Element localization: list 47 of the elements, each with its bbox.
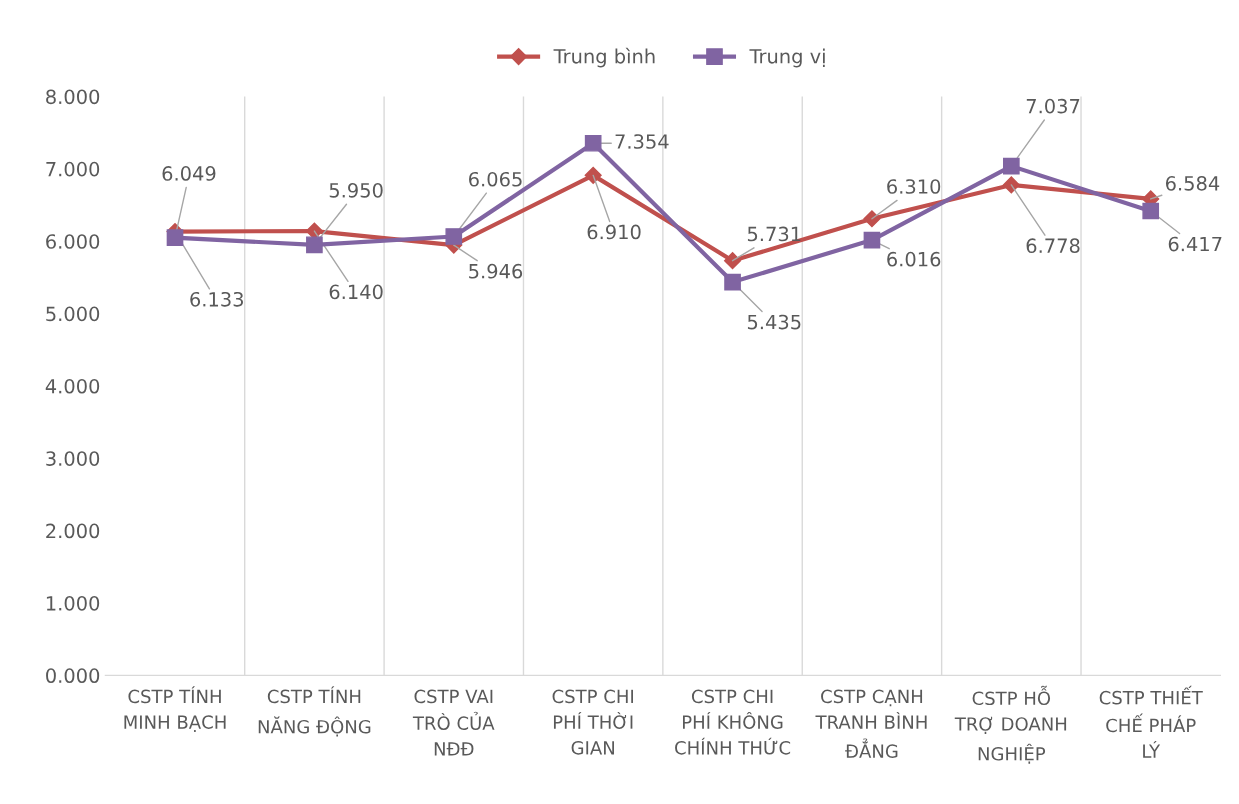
- y-tick-label: 4.000: [45, 378, 100, 394]
- data-label: 6.417: [1168, 236, 1222, 252]
- x-tick-label: CSTP TÍNH MINH BẠCH: [124, 686, 226, 732]
- y-tick-label: 0.000: [46, 668, 100, 684]
- point: [1002, 157, 1020, 175]
- data-label: 6.910: [587, 224, 641, 240]
- x-tick-label: CSTP TÍNH NĂNG ĐỘNG: [258, 686, 371, 737]
- y-tick-label: 7.000: [46, 161, 100, 177]
- data-label: 6.778: [1026, 238, 1080, 254]
- x-tick-label: CSTP THIẾT CHẾ PHÁP LÝ: [1099, 685, 1203, 758]
- point: [1002, 176, 1020, 194]
- data-label: 5.946: [469, 263, 523, 279]
- data-label: 6.065: [469, 171, 522, 187]
- data-label: 6.049: [162, 166, 216, 181]
- point: [1142, 202, 1160, 220]
- point: [863, 231, 881, 249]
- legend-label: Trung vị: [749, 48, 825, 68]
- point: [863, 210, 881, 228]
- y-tick-label: 2.000: [46, 523, 100, 539]
- x-tick-label: CSTP CHI PHÍ THỜI GIAN: [552, 689, 634, 755]
- x-tick-label: CSTP CHI PHÍ KHÔNG CHÍNH THỨC: [675, 689, 791, 755]
- data-label: 6.140: [329, 284, 383, 300]
- point: [306, 236, 323, 254]
- data-label: 7.037: [1026, 98, 1080, 114]
- data-label: 7.354: [615, 134, 669, 149]
- data-label: 6.584: [1165, 175, 1220, 191]
- y-tick-label: 1.000: [46, 595, 100, 611]
- data-label: 6.310: [887, 179, 941, 194]
- point: [166, 229, 184, 246]
- y-tick-label: 6.000: [46, 234, 100, 249]
- y-tick-label: 3.000: [46, 451, 100, 466]
- y-tick-label: 8.000: [46, 89, 100, 105]
- data-label: 6.016: [887, 251, 941, 267]
- x-tick-label: CSTP VAI TRÒ CỦA NĐĐ: [412, 689, 495, 756]
- x-tick-label: CSTP CẠNH TRANH BÌNH ĐẲNG: [815, 689, 927, 758]
- point: [584, 166, 602, 184]
- point: [724, 273, 741, 291]
- point: [584, 134, 602, 152]
- point: [724, 252, 742, 270]
- point: [445, 228, 463, 245]
- legend-label: Trung bình: [553, 47, 655, 68]
- data-label: 6.133: [190, 291, 243, 307]
- data-label: 5.950: [329, 182, 383, 198]
- x-tick-label: CSTP HỖ TRỢ DOANH NGHIỆP: [954, 685, 1067, 764]
- y-tick-label: 5.000: [46, 306, 100, 322]
- data-label: 5.435: [747, 314, 801, 330]
- data-label: 5.731: [747, 226, 801, 242]
